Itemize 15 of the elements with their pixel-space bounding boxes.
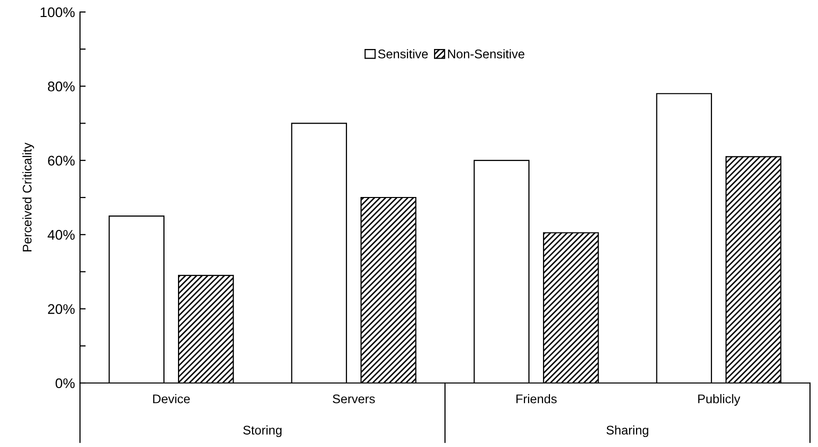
- x-tick-label: Device: [153, 394, 190, 404]
- x-tick-label: Friends: [516, 394, 557, 404]
- y-tick-label: 100%: [40, 7, 75, 18]
- x-tick-label: Servers: [332, 394, 375, 404]
- y-tick-label: 0%: [56, 378, 75, 388]
- y-tick-label: 80%: [48, 82, 75, 92]
- x-tick-label: Publicly: [698, 394, 740, 406]
- legend-label: Non-Sensitive: [448, 49, 524, 58]
- text: Storing: [243, 425, 282, 438]
- y-tick-label: 60%: [48, 156, 75, 166]
- legend-label: Sensitive: [378, 49, 428, 58]
- y-tick-label: 40%: [48, 230, 75, 240]
- text: Sharing: [606, 425, 648, 438]
- y-tick-label: 20%: [48, 304, 75, 314]
- y-axis-title: Perceived Criticality: [22, 142, 34, 252]
